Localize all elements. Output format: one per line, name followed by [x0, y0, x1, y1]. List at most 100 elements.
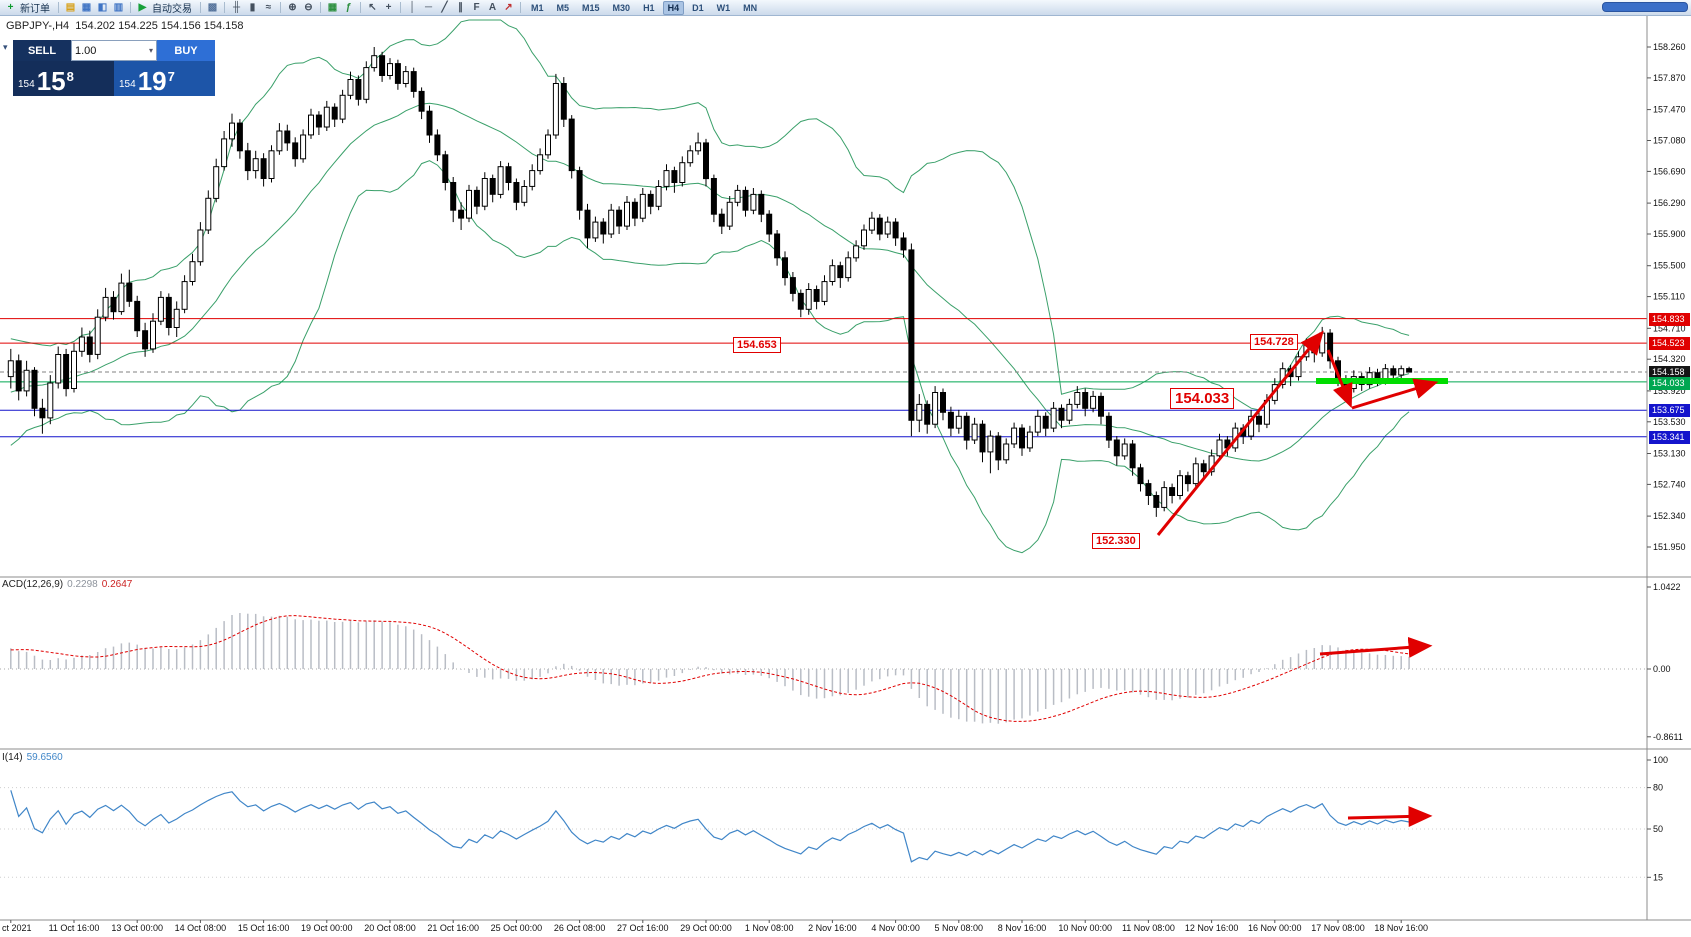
line-chart-icon[interactable]: ≈ [265, 2, 272, 13]
toolbar-separator [400, 2, 401, 13]
rsi-indicator-label: I(14) 59.6560 [2, 752, 63, 763]
volume-stepper[interactable]: ▾ [71, 40, 157, 61]
channel-icon[interactable]: ∥ [458, 2, 463, 13]
bar-chart-icon[interactable]: ╫ [232, 2, 241, 13]
zoom-out-button[interactable]: ⊖ [304, 2, 313, 13]
tile-windows-icon[interactable]: ▦ [327, 2, 338, 13]
svg-text:152.740: 152.740 [1653, 479, 1686, 489]
arrows-icon[interactable]: ↗ [504, 2, 513, 13]
svg-text:153.920: 153.920 [1653, 386, 1686, 396]
rsi-label-text: I(14) [2, 752, 23, 763]
toolbar-separator [520, 2, 521, 13]
toolbar-separator [280, 2, 281, 13]
timeframe-button-d1[interactable]: D1 [692, 2, 704, 13]
svg-text:1.0422: 1.0422 [1653, 582, 1681, 592]
ask-prefix: 154 [119, 79, 136, 90]
svg-text:151.950: 151.950 [1653, 542, 1686, 552]
svg-text:80: 80 [1653, 783, 1663, 793]
macd-value-signal: 0.2647 [101, 579, 133, 590]
green-highlight-segment[interactable] [1316, 378, 1448, 384]
zoom-in-button[interactable]: ⊕ [288, 2, 297, 13]
candles-layer [7, 47, 1413, 517]
sell-button[interactable]: SELL [13, 40, 71, 61]
svg-text:157.470: 157.470 [1653, 105, 1686, 115]
bid-pipette-digit: 8 [66, 69, 74, 84]
crosshair-icon[interactable]: + [385, 2, 392, 13]
auto-trading-button[interactable]: ▶ [138, 2, 147, 13]
svg-text:15 Oct 16:00: 15 Oct 16:00 [238, 923, 290, 933]
svg-text:-0.8611: -0.8611 [1653, 732, 1683, 742]
svg-text:0.00: 0.00 [1653, 664, 1671, 674]
timeframe-button-m15[interactable]: M15 [582, 2, 600, 13]
timeframe-button-m5[interactable]: M5 [556, 2, 570, 13]
text-icon[interactable]: A [488, 2, 497, 13]
chart-profiles-icon[interactable]: ▤ [65, 2, 76, 13]
market-watch-icon[interactable]: ▦ [81, 2, 92, 13]
toolbar: + 新订单 ▤ ▦ ◧ ▥ ▶ 自动交易 ▩ ╫ ▮ ≈ ⊕ ⊖ ▦ ƒ ↖ + │ ─ ╱ ∥ F A ↗ M1 M5 M15 M30… [0, 0, 1691, 16]
macd-indicator-label: ACD(12,26,9) 0.2298 0.2647 [2, 579, 132, 590]
svg-text:27 Oct 16:00: 27 Oct 16:00 [617, 923, 669, 933]
bid-prefix: 154 [18, 79, 35, 90]
svg-text:100: 100 [1653, 755, 1668, 765]
macd-indicator [0, 613, 1647, 724]
candlestick-chart-icon[interactable]: ▮ [249, 2, 256, 13]
svg-text:2 Nov 16:00: 2 Nov 16:00 [808, 923, 857, 933]
svg-text:4 Nov 00:00: 4 Nov 00:00 [871, 923, 920, 933]
svg-text:157.080: 157.080 [1653, 136, 1686, 146]
svg-text:12 Nov 16:00: 12 Nov 16:00 [1185, 923, 1239, 933]
toolbar-separator [320, 2, 321, 13]
time-axis[interactable]: ct 2021 11 Oct 16:00 13 Oct 00:00 14 Oct 08… [2, 920, 1428, 933]
timeframe-button-h1[interactable]: H1 [643, 2, 655, 13]
new-order-button[interactable]: + [7, 2, 14, 13]
bid-price-panel[interactable]: 154 15 8 [13, 61, 114, 96]
new-order-button-label[interactable]: 新订单 [20, 4, 50, 15]
svg-text:15: 15 [1653, 872, 1663, 882]
cursor-icon[interactable]: ↖ [368, 2, 377, 13]
indicators-icon[interactable]: ƒ [345, 2, 352, 13]
rsi-value: 59.6560 [26, 752, 63, 763]
svg-text:50: 50 [1653, 824, 1663, 834]
pane-separators[interactable] [0, 16, 1691, 921]
volume-dropdown-icon[interactable]: ▾ [148, 46, 153, 55]
timeframe-button-m1[interactable]: M1 [531, 2, 544, 13]
one-click-collapse-button[interactable]: ▾ [3, 42, 8, 52]
bollinger-bands [10, 19, 1410, 554]
svg-text:5 Nov 08:00: 5 Nov 08:00 [935, 923, 984, 933]
svg-text:18 Nov 16:00: 18 Nov 16:00 [1374, 923, 1428, 933]
volume-input[interactable] [75, 44, 127, 57]
trend-arrows[interactable] [1156, 330, 1439, 827]
timeframe-button-m30[interactable]: M30 [612, 2, 631, 13]
horizontal-level-lines[interactable] [0, 318, 1647, 438]
ask-big-digits: 19 [137, 66, 167, 96]
bid-big-digits: 15 [36, 66, 66, 96]
horizontal-line-icon[interactable]: ─ [424, 2, 433, 13]
window-scrollbar[interactable] [1602, 2, 1688, 12]
ask-price-panel[interactable]: 154 19 7 [114, 61, 215, 96]
timeframe-button-mn[interactable]: MN [743, 2, 758, 13]
price-scale[interactable]: 158.260 157.870 157.470 157.080 156.690 156.2… [1647, 42, 1686, 882]
trendline-icon[interactable]: ╱ [441, 2, 448, 13]
macd-label-text: ACD(12,26,9) [2, 579, 64, 590]
svg-text:11 Nov 08:00: 11 Nov 08:00 [1122, 923, 1175, 933]
buy-button[interactable]: BUY [157, 40, 215, 61]
terminal-icon[interactable]: ▥ [113, 2, 124, 13]
svg-text:153.130: 153.130 [1653, 449, 1686, 459]
timeframe-button-h4[interactable]: H4 [662, 0, 685, 15]
svg-text:14 Oct 08:00: 14 Oct 08:00 [175, 923, 227, 933]
auto-trading-button-label[interactable]: 自动交易 [152, 4, 192, 15]
svg-text:21 Oct 16:00: 21 Oct 16:00 [427, 923, 479, 933]
toolbar-separator [360, 2, 361, 13]
svg-text:154.710: 154.710 [1653, 323, 1686, 333]
timeframe-button-w1[interactable]: W1 [716, 2, 731, 13]
fibonacci-icon[interactable]: F [473, 2, 480, 13]
navigator-icon[interactable]: ◧ [97, 2, 108, 13]
ask-pipette-digit: 7 [167, 69, 175, 84]
svg-text:26 Oct 08:00: 26 Oct 08:00 [554, 923, 606, 933]
svg-text:154.320: 154.320 [1653, 354, 1686, 364]
svg-text:25 Oct 00:00: 25 Oct 00:00 [491, 923, 543, 933]
one-click-trading-widget: SELL ▾ BUY 154 15 8 154 19 7 [13, 40, 215, 96]
new-chart-icon[interactable]: ▩ [207, 2, 218, 13]
vertical-line-icon[interactable]: │ [409, 2, 416, 13]
svg-text:152.340: 152.340 [1653, 511, 1686, 521]
